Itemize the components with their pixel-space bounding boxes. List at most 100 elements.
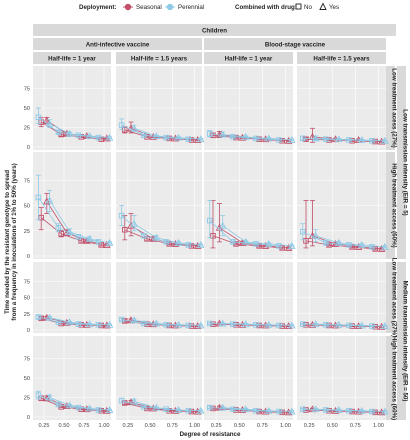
point-no-square <box>303 238 309 244</box>
strip-group-2-label: Medium transmission intensity (EIR = 50) <box>402 281 409 402</box>
panel-r0-c0 <box>33 66 114 150</box>
point-no-square <box>95 239 102 245</box>
point-yes-triangle <box>381 242 389 250</box>
facet-strips: Children Anti-infective vaccine Blood-st… <box>33 24 409 420</box>
point-yes-triangle <box>241 132 250 140</box>
point-no-square <box>58 231 64 237</box>
point-no-square <box>38 395 44 402</box>
panel-r2-c3 <box>297 262 389 333</box>
strip-row-3-label: Low treatment acess (27%) <box>391 258 398 337</box>
point-yes-triangle <box>85 132 94 140</box>
point-yes-triangle <box>197 321 205 329</box>
panel-r2-c1 <box>116 262 205 333</box>
point-yes-triangle <box>381 407 389 415</box>
point-yes-triangle <box>311 231 320 239</box>
point-yes-triangle <box>152 403 161 411</box>
point-yes-triangle <box>197 135 205 143</box>
strip-halflife-c4-label: Half-life = 1.5 years <box>313 56 370 63</box>
panel-r2-c0 <box>33 262 114 333</box>
point-no-square <box>230 134 236 140</box>
strip-halflife-c1-label: Half-life = 1 year <box>48 56 96 63</box>
series-line-perennial-yes <box>222 134 292 141</box>
y-tick-label: 25 <box>24 229 30 235</box>
point-yes-triangle <box>358 406 366 414</box>
point-yes-triangle <box>85 234 94 242</box>
point-yes-triangle <box>288 407 296 415</box>
point-yes-triangle <box>284 243 293 251</box>
point-yes-triangle <box>197 406 205 414</box>
series-line-perennial-yes <box>315 235 385 248</box>
y-tick-label: 25 <box>24 312 30 318</box>
point-yes-triangle <box>130 219 138 227</box>
point-yes-triangle <box>45 119 54 127</box>
y-tick-label: 0 <box>27 328 30 334</box>
point-no-square <box>35 314 42 320</box>
strip-vaccine-1 <box>33 38 202 50</box>
series-line-seasonal-no <box>124 129 192 141</box>
series-line-perennial-no <box>121 215 189 246</box>
strip-halflife-c2 <box>116 52 202 64</box>
series-line-perennial-yes <box>133 127 201 140</box>
x-tick-label: 0.75 <box>350 423 361 429</box>
legend-deployment-title: Deployment: <box>79 4 116 11</box>
point-no-square <box>276 137 282 143</box>
y-tick-label: 50 <box>24 204 30 210</box>
strip-group-2 <box>397 262 406 420</box>
panels: 0 25 50 75 0 25 50 75 0 25 50 75 0 25 50 75 0.25 0.50 0.75… <box>24 66 389 429</box>
point-yes-triangle <box>85 404 94 412</box>
point-no-square <box>163 134 169 141</box>
point-yes-triangle <box>241 237 250 245</box>
point-yes-triangle <box>65 318 74 326</box>
strip-vaccine-2-label: Blood-stage vaccine <box>265 42 326 49</box>
series-line-perennial-yes <box>222 225 292 247</box>
y-tick-label: 0 <box>27 145 30 151</box>
point-yes-triangle <box>334 320 343 328</box>
legend-no-label: No <box>304 4 312 11</box>
x-tick-label: 1.00 <box>280 423 291 429</box>
point-yes-triangle <box>381 322 389 330</box>
x-tick-label: 0.75 <box>257 423 268 429</box>
point-yes-triangle <box>45 313 54 321</box>
point-yes-triangle <box>377 244 386 252</box>
y-tick-label: 75 <box>24 178 30 184</box>
series-line-perennial-yes <box>222 407 292 412</box>
point-yes-triangle <box>152 233 161 241</box>
point-no-square <box>303 136 309 142</box>
point-no-square <box>55 129 62 135</box>
y-axis-title-line1: Time needed by the resistant genotype to… <box>4 170 11 314</box>
point-no-square <box>55 224 62 231</box>
point-no-square <box>75 321 82 327</box>
point-yes-triangle <box>130 124 138 132</box>
point-yes-triangle <box>130 316 138 324</box>
point-yes-triangle <box>43 197 51 205</box>
x-tick-label: 0.50 <box>327 423 338 429</box>
y-tick-label: 25 <box>24 126 30 132</box>
point-no-square <box>207 217 213 224</box>
point-no-square <box>207 130 213 137</box>
panel-r0-c3 <box>297 66 389 150</box>
panel-r1-c3 <box>297 152 389 259</box>
strip-row-1-label: Low treatment acess (27%) <box>391 68 398 147</box>
point-yes-triangle <box>218 319 227 327</box>
y-tick-label: 75 <box>24 357 30 363</box>
point-no-square <box>300 406 306 412</box>
point-no-square <box>346 242 352 248</box>
series-line-perennial-yes <box>49 123 110 139</box>
point-no-square <box>118 212 125 219</box>
point-yes-triangle <box>311 134 320 142</box>
panel-r3-c2 <box>204 336 296 420</box>
point-yes-triangle <box>354 242 363 250</box>
strip-row-2 <box>386 152 395 259</box>
legend: Deployment: Seasonal Perennial Combined … <box>79 2 339 11</box>
point-yes-triangle <box>174 133 183 141</box>
point-no-square <box>95 134 102 141</box>
y-tick-label: 0 <box>27 254 30 260</box>
strip-halflife-c1 <box>33 52 111 64</box>
series-line-perennial-yes <box>315 138 385 142</box>
x-tick-label: 0.25 <box>304 423 315 429</box>
point-no-square <box>122 226 128 233</box>
y-tick-label: 50 <box>24 376 30 382</box>
legend-drug-title: Combined with drug: <box>235 4 297 11</box>
panel-r1-c2 <box>204 152 296 259</box>
